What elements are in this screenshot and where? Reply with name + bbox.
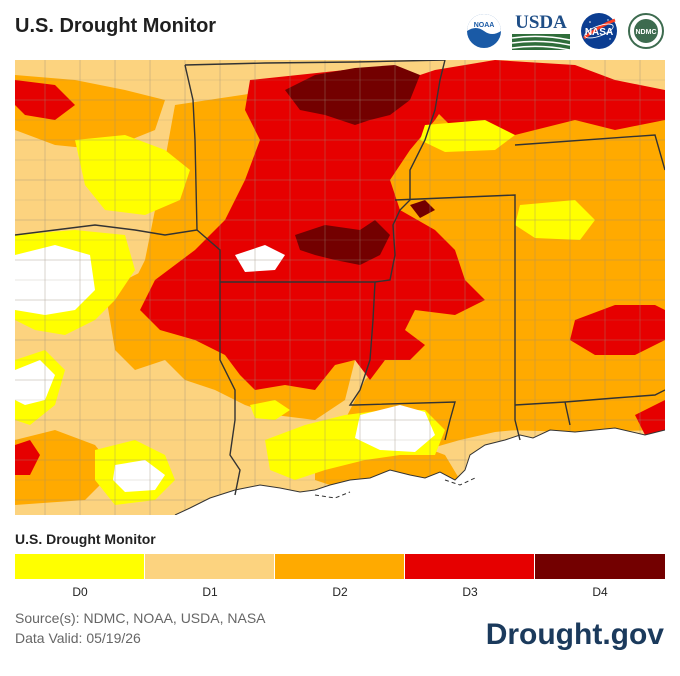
legend-swatch-d1 <box>145 554 275 579</box>
d4-region-east <box>410 200 435 218</box>
legend-title: U.S. Drought Monitor <box>15 531 156 547</box>
partner-logos: NOAA USDA NASA NDMC <box>466 12 664 50</box>
d2-region-southwest <box>15 430 115 505</box>
drought-map <box>15 60 665 515</box>
map-title: U.S. Drought Monitor <box>15 15 217 37</box>
no-drought-west <box>15 245 95 315</box>
legend-label-d3: D3 <box>462 585 478 599</box>
legend-item-d1: D1 <box>145 554 275 599</box>
county-boundaries <box>15 60 665 515</box>
d3-region-gulf <box>375 485 435 515</box>
no-drought-southwest <box>113 460 165 492</box>
source-text: Source(s): NDMC, NOAA, USDA, NASA <box>15 610 266 626</box>
coast-islands <box>314 477 476 499</box>
coastline <box>174 427 665 515</box>
legend-label-d4: D4 <box>592 585 608 599</box>
drought-gov-link[interactable]: Drought.gov <box>485 618 664 651</box>
d3-region-east <box>570 305 665 355</box>
svg-text:NOAA: NOAA <box>474 22 495 29</box>
data-valid-text: Data Valid: 05/19/26 <box>15 630 141 646</box>
noaa-logo: NOAA <box>467 14 501 48</box>
legend-swatch-d0 <box>15 554 145 579</box>
legend: D0 D1 D2 D3 D4 <box>15 554 665 599</box>
svg-text:NDMC: NDMC <box>636 29 657 36</box>
d3-region-southeast <box>635 400 665 435</box>
legend-item-d0: D0 <box>15 554 145 599</box>
legend-swatch-d3 <box>405 554 535 579</box>
svg-text:NASA: NASA <box>585 27 613 38</box>
state-borders <box>15 60 665 496</box>
d3-region-farwest <box>15 440 40 475</box>
d0-region-northeast <box>420 120 515 152</box>
d4-region-central <box>295 220 390 265</box>
usda-logo: USDA <box>512 12 570 50</box>
usda-logo-text: USDA <box>515 12 567 33</box>
legend-item-d2: D2 <box>275 554 405 599</box>
legend-item-d3: D3 <box>405 554 535 599</box>
no-drought-small <box>235 245 285 272</box>
d0-region-northwest <box>75 135 190 215</box>
nasa-logo: NASA <box>581 13 617 49</box>
legend-label-d1: D1 <box>202 585 218 599</box>
ndmc-logo: NDMC <box>628 13 664 49</box>
legend-label-d2: D2 <box>332 585 348 599</box>
legend-swatch-d2 <box>275 554 405 579</box>
usda-field-icon <box>512 34 570 50</box>
d0-region-small <box>250 400 290 420</box>
legend-swatch-d4 <box>535 554 665 579</box>
legend-label-d0: D0 <box>72 585 88 599</box>
legend-item-d4: D4 <box>535 554 665 599</box>
d4-region-north <box>285 65 420 125</box>
